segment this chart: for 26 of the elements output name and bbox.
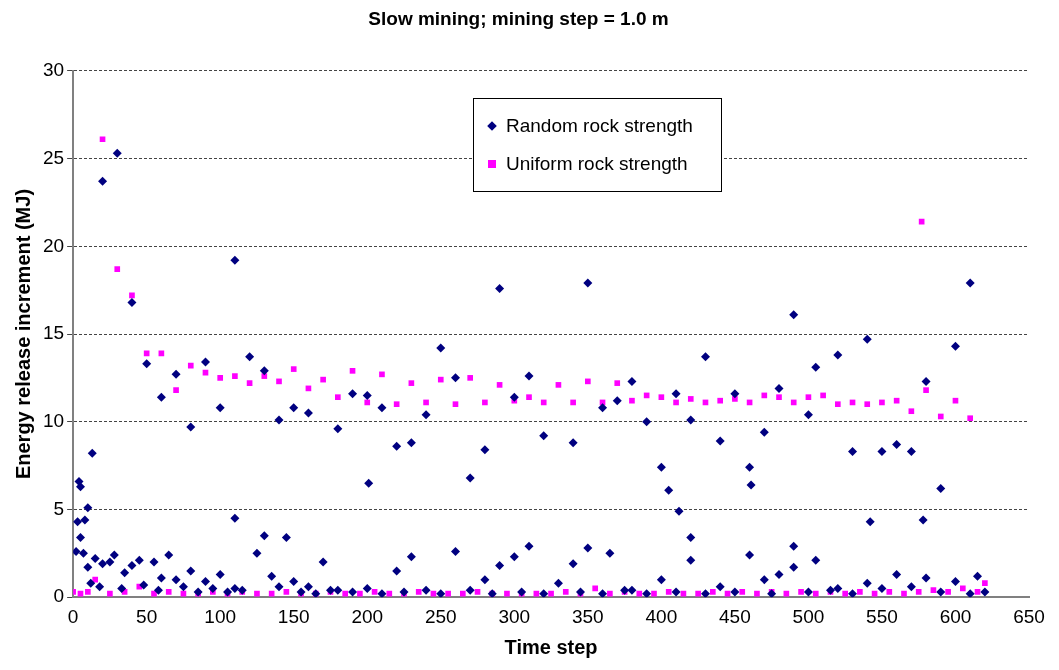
x-tick-label: 550 bbox=[866, 605, 898, 627]
legend-label: Random rock strength bbox=[506, 115, 693, 137]
x-tick-label: 450 bbox=[719, 605, 751, 627]
x-tick-label: 300 bbox=[498, 605, 531, 627]
x-tick-label: 100 bbox=[204, 605, 237, 627]
x-tick-label: 200 bbox=[351, 605, 384, 627]
y-tick-label: 30 bbox=[42, 59, 65, 81]
chart-title: Slow mining; mining step = 1.0 m bbox=[368, 7, 669, 29]
x-tick-label: 500 bbox=[792, 605, 825, 627]
x-tick-label: 0 bbox=[67, 605, 79, 627]
y-tick-label: 15 bbox=[42, 322, 65, 344]
y-tick-label: 5 bbox=[53, 497, 65, 519]
x-tick-label: 650 bbox=[1013, 605, 1045, 627]
x-axis-title: Time step bbox=[504, 635, 598, 658]
y-tick-label: 25 bbox=[42, 146, 65, 168]
x-tick-label: 150 bbox=[277, 605, 310, 627]
y-axis-title: Energy release increment (MJ) bbox=[11, 188, 34, 480]
x-tick-label: 350 bbox=[571, 605, 604, 627]
y-tick-label: 0 bbox=[53, 585, 65, 607]
x-tick-label: 600 bbox=[939, 605, 972, 627]
x-tick-label: 400 bbox=[645, 605, 678, 627]
y-tick-label: 10 bbox=[42, 409, 65, 431]
x-tick-label: 50 bbox=[136, 605, 158, 627]
legend-label: Uniform rock strength bbox=[506, 153, 688, 175]
y-tick-label: 20 bbox=[42, 234, 65, 256]
x-tick-label: 250 bbox=[424, 605, 457, 627]
